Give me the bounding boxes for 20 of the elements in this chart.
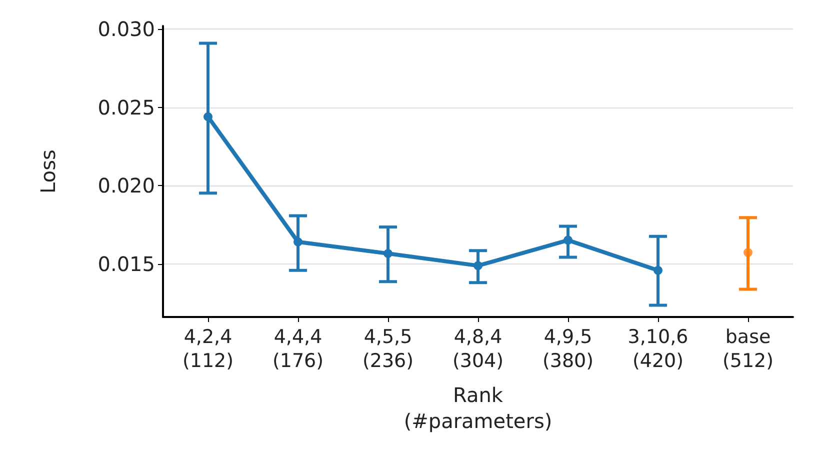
y-tick-label: 0.030	[98, 17, 155, 42]
point	[204, 112, 212, 122]
x-tick-label: 4,8,4 (304)	[452, 326, 504, 372]
x-tick-label: 4,4,4 (176)	[272, 326, 324, 372]
point	[654, 266, 662, 275]
x-tick-label: 4,5,5 (236)	[362, 326, 414, 372]
x-tick-label: base (512)	[722, 326, 774, 372]
x-axis-title: Rank (#parameters)	[404, 383, 552, 433]
x-tick-label: 4,2,4 (112)	[182, 326, 234, 372]
point	[384, 248, 392, 258]
y-tick-label: 0.020	[98, 174, 155, 198]
y-axis-title: Loss	[36, 150, 60, 194]
point	[294, 237, 302, 246]
y-tick-label: 0.025	[98, 95, 155, 120]
x-tick-label: 4,9,5 (380)	[542, 326, 594, 372]
point	[564, 236, 572, 245]
point	[744, 248, 752, 258]
x-tick-label: 3,10,6 (420)	[628, 326, 688, 372]
point	[474, 261, 482, 270]
y-tick-label: 0.015	[98, 252, 155, 276]
